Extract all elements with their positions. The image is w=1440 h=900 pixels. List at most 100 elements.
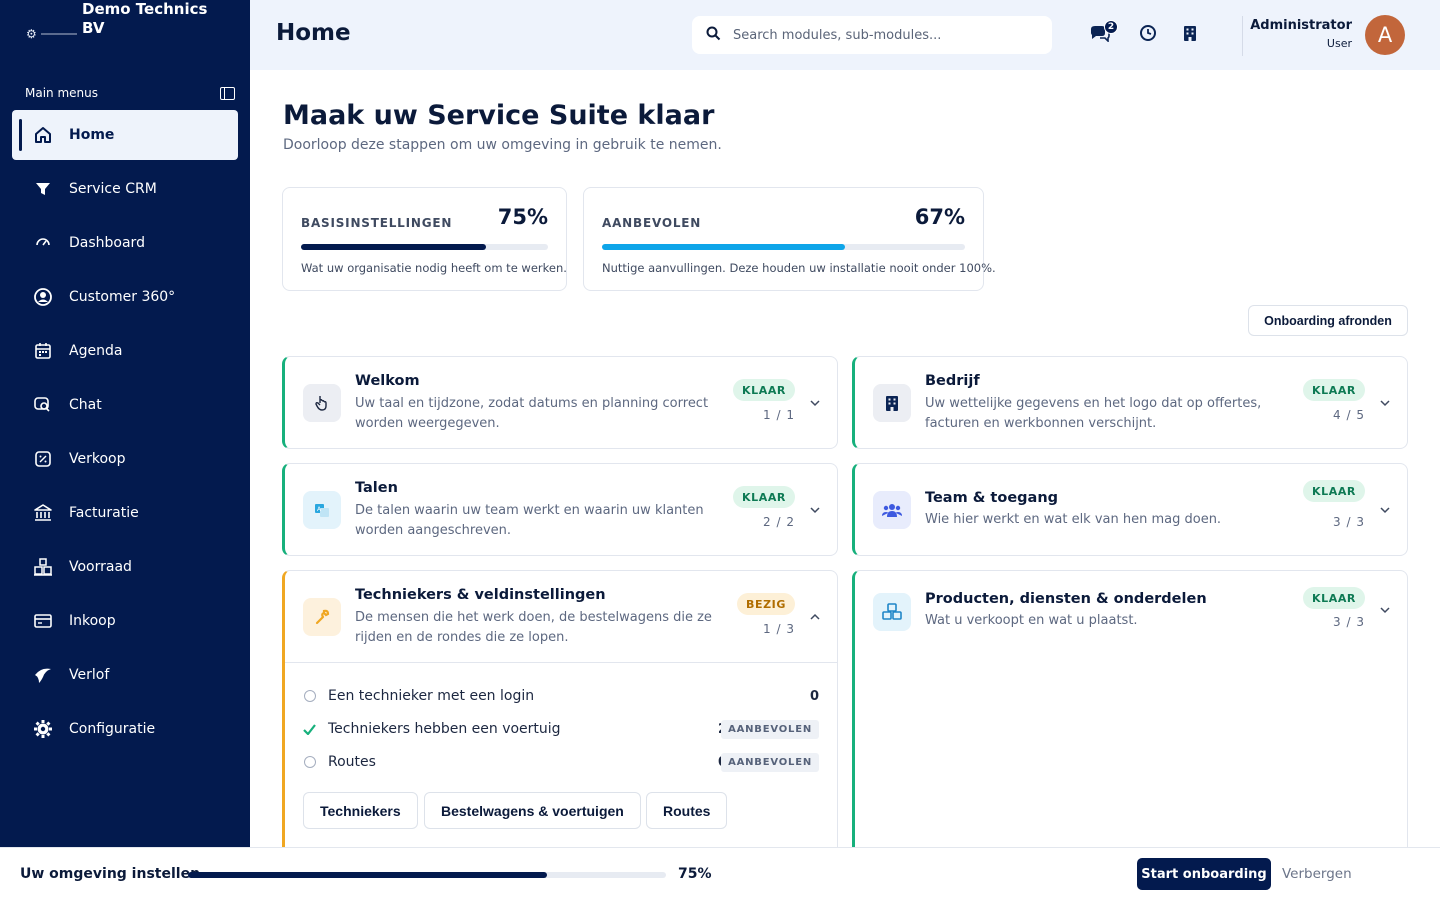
brand-name: Demo Technics BV [82,0,208,37]
section-card-talen[interactable]: A Talen De talen waarin uw team werkt en… [282,463,838,556]
svg-text:A: A [317,506,322,513]
task-value: 0 [809,688,819,704]
building-icon [873,384,911,422]
chat-icon [32,394,54,416]
home-icon [32,124,54,146]
start-onboarding-button[interactable]: Start onboarding [1137,858,1271,890]
hide-link[interactable]: Verbergen [1282,866,1352,882]
sidebar-section-label: Main menus [25,86,98,100]
section-title: Techniekers & veldinstellingen [355,587,606,603]
section-divider [285,662,837,663]
progress-card-aanbevolen: AANBEVOLEN 67% Nuttige aanvullingen. Dez… [583,187,996,291]
sidebar-item-label: Configuratie [69,721,156,737]
sidebar-item-agenda[interactable]: Agenda [12,326,238,376]
step-count: 2 / 2 [763,515,795,529]
user-menu[interactable]: Administrator User [1250,18,1352,50]
chevron-up-icon[interactable] [809,611,821,623]
collapse-sidebar-icon[interactable] [220,86,235,100]
sidebar-item-customer-360[interactable]: Customer 360° [12,272,238,322]
sidebar-item-inkoop[interactable]: Inkoop [12,596,238,646]
filter-icon [32,178,54,200]
clock-icon [1139,24,1157,46]
sidebar-item-chat[interactable]: Chat [12,380,238,430]
sidebar-item-service-crm[interactable]: Service CRM [12,164,238,214]
user-circle-icon [32,286,54,308]
sidebar-item-verlof[interactable]: Verlof [12,650,238,700]
pending-circle-icon [303,690,316,703]
sidebar-item-label: Chat [69,397,102,413]
section-description: De talen waarin uw team werkt en waarin … [355,503,704,538]
hand-pointer-icon [303,384,341,422]
check-icon [303,723,316,736]
sidebar-item-label: Facturatie [69,505,139,521]
gauge-icon [32,232,54,254]
sidebar-item-facturatie[interactable]: Facturatie [12,488,238,538]
search-box[interactable] [692,16,1052,54]
section-card-welkom[interactable]: Welkom Uw taal en tijdzone, zodat datums… [282,356,838,449]
task-item[interactable]: Techniekers hebben een voertuig 2 AANBEV… [303,717,819,741]
section-description: Uw wettelijke gegevens en het logo dat o… [925,396,1262,431]
task-item[interactable]: Routes 0 AANBEVOLEN [303,750,819,774]
section-description: De mensen die het werk doen, de bestelwa… [355,610,712,645]
progress-card-description: Nuttige aanvullingen. Deze houden uw ins… [602,261,996,275]
sidebar-item-label: Home [69,127,115,143]
step-count: 1 / 1 [763,408,795,422]
progress-card-description: Wat uw organisatie nodig heeft om te wer… [301,261,567,275]
clock-button[interactable] [1136,24,1160,46]
user-name: Administrator [1250,18,1352,33]
chevron-down-icon[interactable] [1379,604,1391,616]
progress-card-percent: 67% [914,205,965,229]
progress-card-basis: BASISINSTELLINGEN 75% Wat uw organisatie… [282,187,567,291]
message-count-badge: 2 [1104,20,1118,34]
techniekers-button[interactable]: Techniekers [303,792,418,829]
percent-icon [32,448,54,470]
sidebar-item-home[interactable]: Home [12,110,238,160]
progress-card-percent: 75% [497,205,548,229]
user-role: User [1326,37,1352,50]
sidebar-item-label: Verlof [69,667,110,683]
section-card-bedrijf[interactable]: Bedrijf Uw wettelijke gegevens en het lo… [852,356,1408,449]
finish-onboarding-button[interactable]: Onboarding afronden [1248,305,1408,336]
section-card-techniekers[interactable]: Techniekers & veldinstellingen De mensen… [282,570,838,847]
section-card-team[interactable]: Team & toegang Wie hier werkt en wat elk… [852,463,1408,556]
progress-bar [602,244,965,250]
onboarding-heading: Maak uw Service Suite klaar [283,100,715,131]
status-badge: KLAAR [1302,379,1365,401]
routes-button[interactable]: Routes [646,792,728,829]
sidebar-item-configuratie[interactable]: Configuratie [12,704,238,754]
status-badge: KLAAR [732,486,795,508]
sidebar-item-voorraad[interactable]: Voorraad [12,542,238,592]
recommended-tag: AANBEVOLEN [721,752,819,772]
sidebar: ⚙ Demo Technics BV Main menus Home Servi… [0,0,250,900]
task-item[interactable]: Een technieker met een login 0 [303,684,819,708]
avatar[interactable]: A [1365,15,1405,55]
brand[interactable]: ⚙ [26,16,82,52]
sidebar-item-label: Agenda [69,343,123,359]
search-input[interactable] [733,27,1033,43]
sidebar-item-dashboard[interactable]: Dashboard [12,218,238,268]
onboarding-subheading: Doorloop deze stappen om uw omgeving in … [283,137,722,153]
bank-icon [32,502,54,524]
step-count: 1 / 3 [763,622,795,636]
sidebar-header: Main menus [25,86,235,100]
chevron-down-icon[interactable] [1379,397,1391,409]
section-card-producten[interactable]: Producten, diensten & onderdelen Wat u v… [852,570,1408,847]
boxes-icon [873,593,911,631]
section-title: Bedrijf [925,373,980,389]
gear-logo-icon: ⚙ [26,27,37,41]
sidebar-item-label: Inkoop [69,613,116,629]
vehicles-button[interactable]: Bestelwagens & voertuigen [424,792,641,829]
sidebar-item-verkoop[interactable]: Verkoop [12,434,238,484]
chevron-down-icon[interactable] [809,397,821,409]
sidebar-item-label: Service CRM [69,181,157,197]
chevron-down-icon[interactable] [1379,504,1391,516]
status-badge: KLAAR [1302,587,1365,609]
main-nav: Home Service CRM Dashboard Customer 360°… [12,110,238,758]
building-icon [1183,25,1197,46]
warehouse-icon [32,556,54,578]
chevron-down-icon[interactable] [809,504,821,516]
messages-button[interactable]: 2 [1088,20,1118,46]
sidebar-item-label: Customer 360° [69,289,176,305]
sidebar-item-label: Verkoop [69,451,126,467]
building-button[interactable] [1178,24,1202,46]
